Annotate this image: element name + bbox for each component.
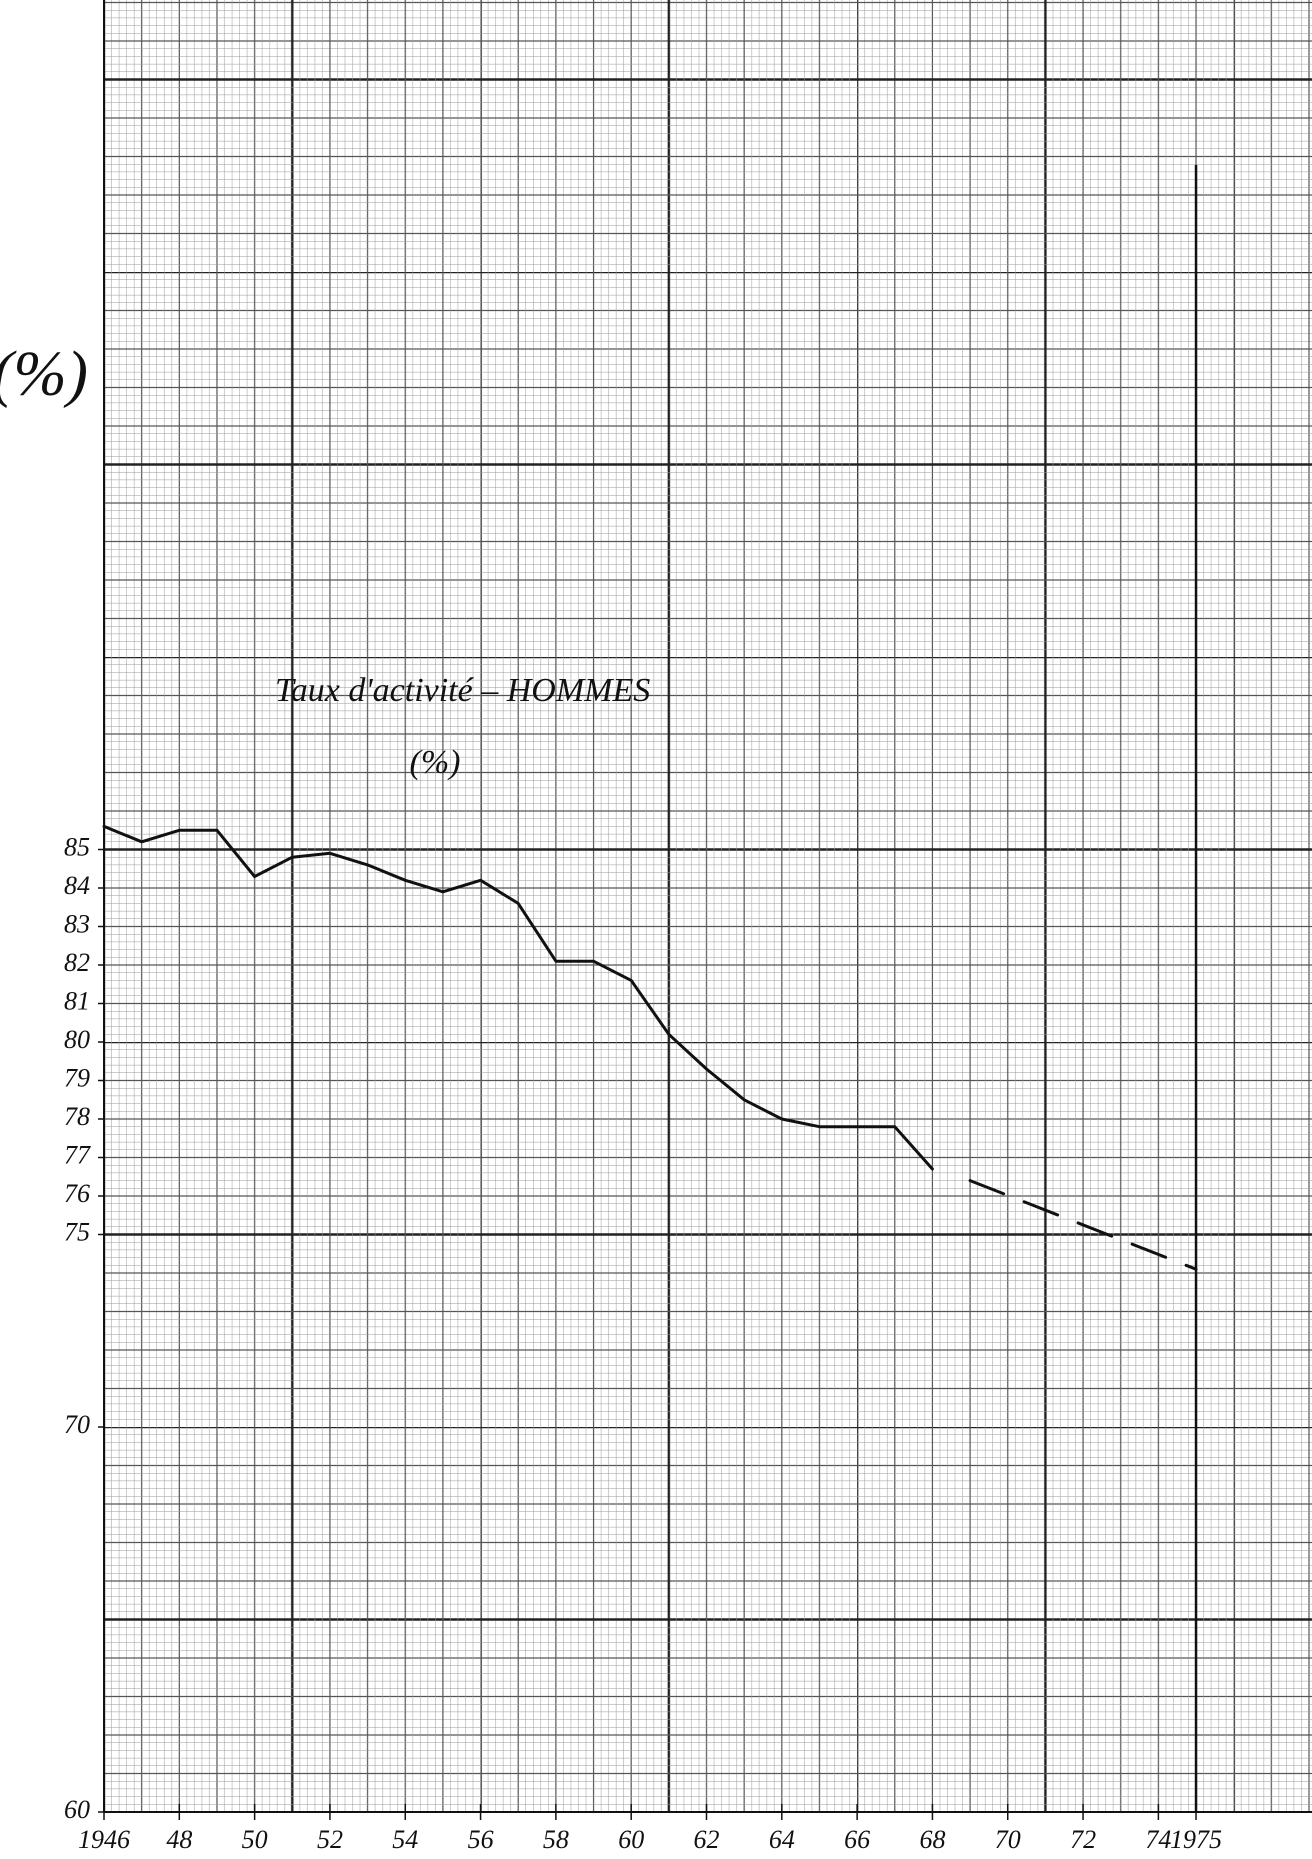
x-tick-label: 72 [1070,1825,1096,1854]
x-tick-label: 48 [166,1825,192,1854]
y-tick-label: 77 [64,1140,91,1169]
data-line [102,824,934,1171]
x-tick-label: 50 [242,1825,268,1854]
x-tick-label: 60 [618,1825,644,1854]
projection-line [968,1179,1198,1271]
y-tick-label: 79 [64,1063,90,1092]
graph-paper [103,0,1312,1813]
x-tick-label: 64 [769,1825,795,1854]
y-tick-label: 81 [64,986,90,1015]
y-tick-label: 80 [64,1025,90,1054]
y-tick-label: 75 [64,1217,90,1246]
paper-grid [104,0,1312,1812]
chart-subtitle: (%) [410,744,461,781]
y-tick-label: 78 [64,1102,90,1131]
x-tick-label: 62 [694,1825,720,1854]
x-tick-label: 1975 [1170,1825,1222,1854]
y-axis-label: (%) [0,338,88,409]
y-tick-label: 70 [64,1410,90,1439]
y-tick-label: 84 [64,871,90,900]
y-tick-label: 76 [64,1179,90,1208]
x-tick-label: 1946 [78,1825,130,1854]
x-tick-label: 56 [468,1825,494,1854]
x-tick-label: 52 [317,1825,343,1854]
y-tick-label: 60 [64,1795,90,1824]
y-tick-label: 83 [64,909,90,938]
y-tick-label: 85 [64,832,90,861]
x-tick-label: 68 [919,1825,945,1854]
x-tick-label: 54 [392,1825,418,1854]
x-tick-label: 66 [844,1825,870,1854]
x-tick-label: 58 [543,1825,569,1854]
x-tick-label: 74 [1145,1825,1171,1854]
x-tick-label: 70 [995,1825,1021,1854]
y-tick-label: 82 [64,948,90,977]
chart-title: Taux d'activité – HOMMES [275,672,650,709]
